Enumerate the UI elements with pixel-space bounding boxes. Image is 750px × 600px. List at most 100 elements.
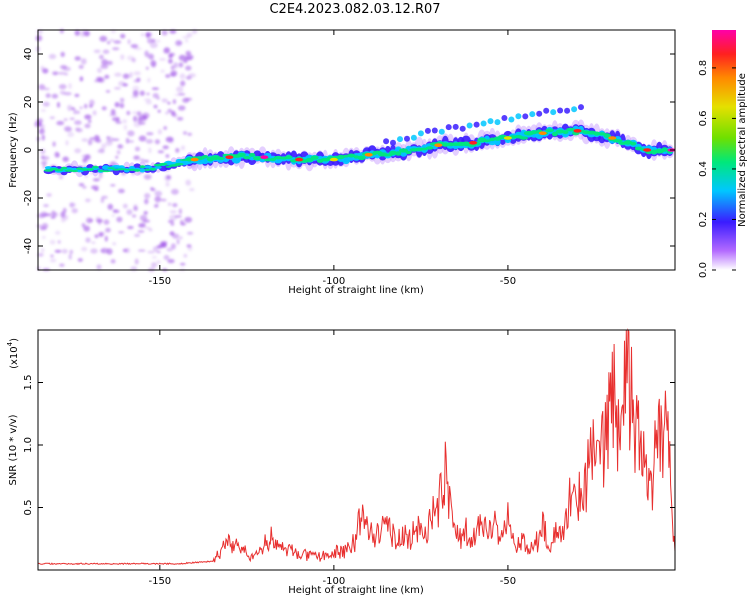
noise-point [178,62,184,68]
echo-blob [149,167,157,171]
noise-point [101,59,108,66]
noise-point [144,198,149,205]
noise-point [187,132,192,136]
echo-branch [383,104,584,146]
noise-point [168,52,173,58]
echo-peak [538,131,547,135]
noise-point [79,76,84,82]
noise-point [43,87,50,91]
noise-point [110,29,116,34]
noise-point [167,202,172,206]
echo-blob [630,141,637,146]
spectrogram-x-ticks: -150 -100 -50 [148,30,516,287]
noise-point [56,120,65,126]
noise-point [81,138,89,142]
noise-point [145,100,153,105]
noise-point [184,216,193,223]
x-tick-label: -50 [500,576,516,587]
echo-blob [398,148,409,153]
noise-point [170,110,176,117]
snr-scale-note-text: (x104) [6,338,20,369]
noise-point [184,39,189,43]
echo-blob [139,168,146,173]
noise-point [73,109,77,115]
noise-point [84,103,88,109]
noise-point [160,198,167,202]
echo-blob [347,153,356,158]
noise-point [169,210,177,214]
noise-point [156,244,163,249]
noise-point [82,185,87,189]
noise-point [137,249,146,252]
noise-point [100,64,109,69]
noise-point [60,51,65,58]
noise-point [89,99,95,106]
noise-point [144,50,149,57]
noise-point [116,150,121,155]
echo-peak [364,153,373,157]
echo-blob [564,107,571,114]
noise-point [96,76,103,82]
noise-point [99,54,104,60]
echo-blob [480,120,487,127]
noise-point [143,211,148,215]
noise-point [157,129,163,135]
noise-point [165,154,170,158]
noise-point [62,207,67,214]
noise-point [173,62,179,69]
noise-point [41,223,49,229]
noise-point [161,98,168,103]
noise-point [146,92,150,96]
noise-point [176,116,184,121]
noise-point [116,116,120,123]
echo-blob [61,166,68,170]
x-tick-label: -150 [148,576,171,587]
noise-point [125,137,130,144]
noise-point [154,190,163,197]
echo-blob [508,116,515,123]
noise-point [76,128,83,133]
echo-blob [566,127,575,132]
echo-blob [54,168,64,172]
noise-point [151,87,159,90]
noise-point [96,264,102,270]
noise-point [110,184,116,187]
noise-point [42,101,50,107]
echo-blob [390,139,396,146]
noise-point [82,158,88,163]
echo-blob [107,167,115,170]
noise-point [182,97,190,103]
noise-point [79,106,83,110]
noise-point [176,41,183,45]
noise-point [67,104,73,112]
noise-point [41,161,48,165]
echo-blob [243,156,251,160]
echo-blob [529,111,536,118]
noise-point [67,131,75,138]
colorbar-tick-label: 0.8 [698,60,709,76]
noise-point [100,247,109,254]
noise-point [64,126,73,132]
noise-point [136,111,142,117]
noise-point [133,204,138,210]
noise-point [169,29,177,34]
echo-blob [612,139,623,143]
snr-panel: -150 -100 -50 0.5 1.0 1.5 Height of straight… [6,328,676,596]
noise-point [170,222,175,226]
noise-point [49,116,55,120]
noise-point [144,226,151,230]
noise-point [157,150,165,154]
noise-point [58,84,67,90]
colorbar-label: Normalized spectral amplitude [737,73,748,227]
snr-y-axis-label: SNR (10 * v/v) [8,414,19,485]
noise-point [122,203,128,209]
noise-point [139,158,145,163]
noise-point [175,148,180,153]
y-tick-label: 20 [23,96,34,109]
noise-point [69,117,75,121]
snr-frame [37,329,676,571]
noise-point [127,225,134,230]
echo-blob [237,152,246,157]
noise-point [98,148,105,154]
